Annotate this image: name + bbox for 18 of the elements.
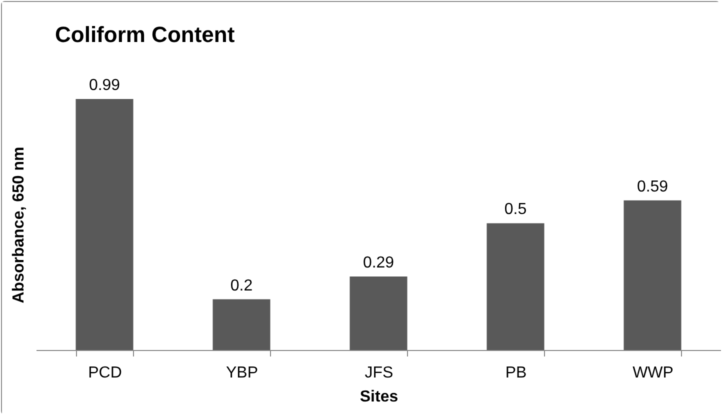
x-tick-label: PCD	[88, 364, 122, 382]
bar	[486, 223, 544, 350]
x-tick-label: YBP	[226, 364, 258, 382]
data-label: 0.29	[362, 254, 394, 272]
bar	[624, 200, 682, 350]
y-axis-title: Absorbance, 650 nm	[10, 146, 28, 304]
data-label: 0.5	[504, 201, 527, 218]
data-label: 0.99	[88, 77, 120, 94]
bar	[212, 299, 270, 350]
x-tick-label: PB	[505, 364, 527, 382]
x-tick-label: WWP	[632, 364, 674, 382]
x-tick-label: JFS	[364, 364, 394, 382]
x-axis-title: Sites	[360, 388, 398, 406]
bar	[350, 276, 408, 350]
chart-title: Coliform Content	[55, 22, 236, 47]
data-label: 0.2	[230, 277, 253, 294]
data-label: 0.59	[636, 178, 668, 196]
bar	[76, 99, 134, 350]
